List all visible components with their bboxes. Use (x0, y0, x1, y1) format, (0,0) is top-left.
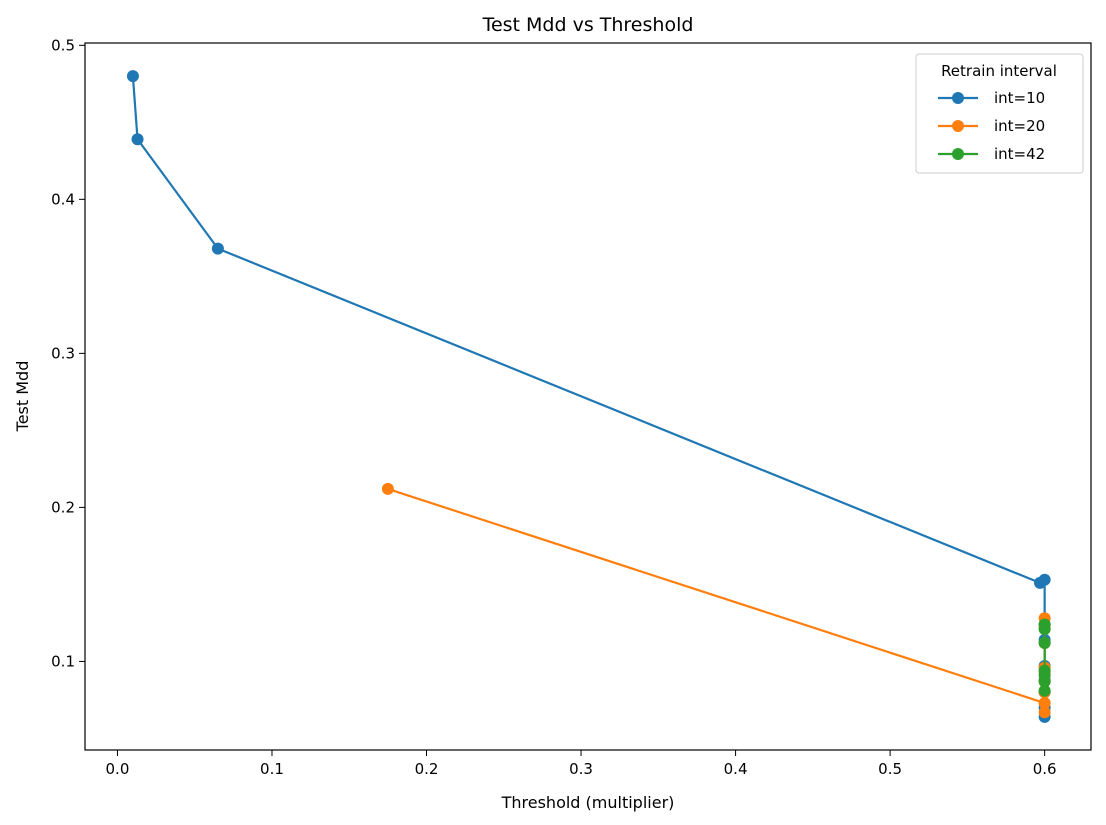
legend-label: int=10 (994, 89, 1045, 107)
series-line (131, 76, 1046, 717)
x-tick-label: 0.6 (1033, 760, 1057, 778)
x-tick-label: 0.4 (724, 760, 748, 778)
data-point (381, 482, 394, 495)
data-point (211, 242, 224, 255)
data-point (1038, 636, 1051, 649)
series-int=10 (126, 70, 1051, 723)
legend-entry: int=42 (938, 145, 1045, 163)
series-layer (126, 70, 1051, 723)
legend-entry: int=10 (938, 89, 1045, 107)
y-tick-label: 0.3 (51, 344, 75, 362)
y-tick-label: 0.5 (51, 36, 75, 54)
plot-frame (84, 42, 1092, 751)
y-axis-label: Test Mdd (13, 361, 32, 433)
legend-label: int=20 (994, 117, 1045, 135)
series-line (387, 487, 1046, 714)
x-tick-label: 0.5 (878, 760, 902, 778)
legend-marker (952, 92, 964, 104)
legend-title: Retrain interval (941, 62, 1057, 80)
data-point (1038, 618, 1051, 631)
axis-ticks: 0.0 0.1 0.2 0.3 0.4 0.5 0.6 0.1 0.2 0.3 0.4 0.5 (51, 36, 1056, 778)
data-point (1038, 573, 1051, 586)
data-point (1038, 684, 1051, 697)
x-tick-label: 0.0 (106, 760, 130, 778)
legend-box (915, 53, 1084, 174)
chart-title: Test Mdd vs Threshold (482, 14, 694, 36)
data-point (1038, 697, 1051, 710)
y-tick-label: 0.1 (51, 652, 75, 670)
x-tick-label: 0.1 (260, 760, 284, 778)
legend: Retrain interval int=10 int=20 int=42 (915, 53, 1084, 174)
x-tick-label: 0.2 (415, 760, 439, 778)
x-tick-label: 0.3 (569, 760, 593, 778)
data-point (1038, 664, 1051, 677)
y-tick-label: 0.4 (51, 190, 75, 208)
legend-label: int=42 (994, 145, 1045, 163)
y-tick-label: 0.2 (51, 498, 75, 516)
series-int=42 (1038, 618, 1051, 697)
legend-marker (952, 148, 964, 160)
data-point (1038, 706, 1051, 719)
data-point (131, 133, 144, 146)
series-int=20 (381, 482, 1051, 719)
data-point (126, 70, 139, 83)
legend-entry: int=20 (938, 117, 1045, 135)
x-axis-label: Threshold (multiplier) (501, 793, 675, 812)
legend-marker (952, 120, 964, 132)
